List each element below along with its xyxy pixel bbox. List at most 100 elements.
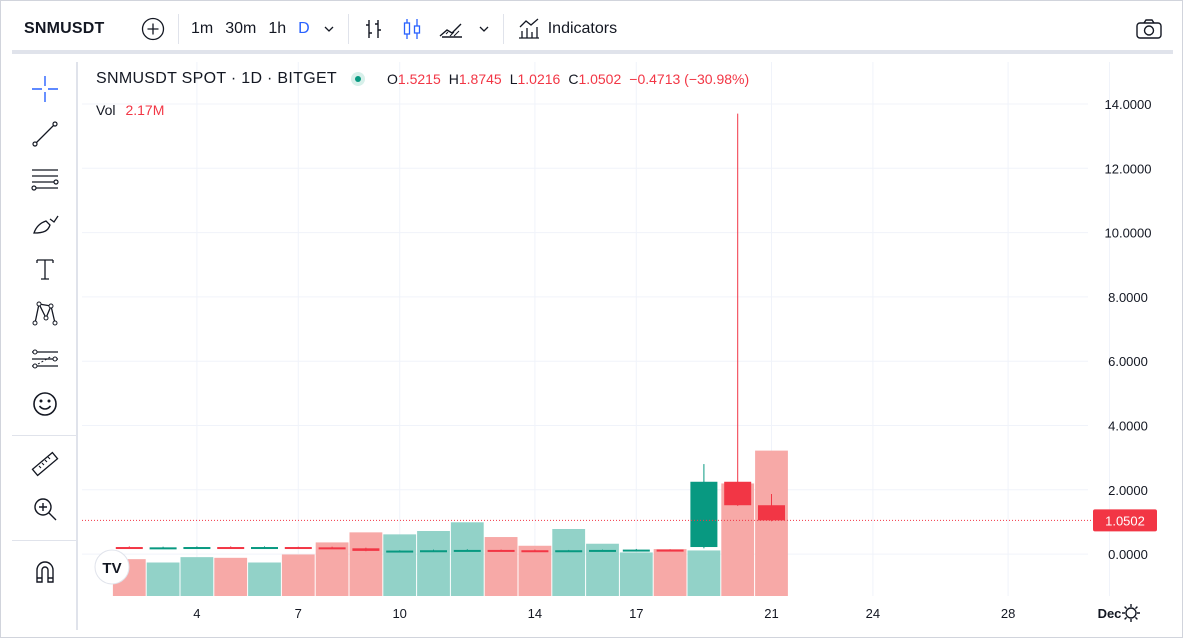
volume-bar	[383, 534, 417, 596]
y-tick-label: 2.0000	[1108, 483, 1148, 498]
emoji-tool[interactable]	[28, 387, 62, 421]
candle-body	[487, 549, 515, 552]
candle-body	[589, 549, 616, 552]
ohlc-values: O1.5215 H1.8745 L1.0216 C1.0502 −0.4713 …	[387, 71, 749, 87]
zoom-in-tool[interactable]	[28, 492, 62, 526]
candle-series	[115, 113, 785, 553]
volume-bar	[687, 550, 721, 596]
candle-body	[352, 548, 380, 551]
bars-style-button[interactable]	[355, 13, 393, 45]
chart-legend: SNMUSDT SPOT · 1D · BITGET O1.5215 H1.87…	[96, 70, 749, 88]
volume-bar	[619, 552, 653, 596]
x-tick-label: 17	[629, 606, 643, 621]
chart-type-dropdown-button[interactable]	[471, 13, 497, 45]
y-tick-label: 12.0000	[1105, 161, 1152, 176]
volume-bar	[755, 450, 788, 596]
high-value: 1.8745	[458, 71, 502, 87]
volume-label: Vol	[96, 102, 116, 118]
prediction-icon	[32, 349, 58, 369]
pattern-tool[interactable]	[28, 297, 62, 331]
fib-retracement-icon	[31, 169, 59, 191]
text-tool[interactable]	[28, 252, 62, 286]
x-tick-label: 14	[528, 606, 542, 621]
candle-body	[758, 505, 785, 521]
candles-style-button[interactable]	[393, 13, 431, 45]
fib-tool[interactable]	[28, 162, 62, 196]
volume-bar	[180, 557, 214, 596]
volume-bar	[450, 522, 484, 596]
volume-bar	[146, 562, 180, 596]
volume-bar	[653, 549, 687, 596]
volume-bar	[484, 537, 518, 596]
drawing-toolbar	[12, 62, 78, 630]
screenshot-button[interactable]	[1129, 13, 1169, 45]
toolbar-separator	[178, 14, 179, 44]
market-status-dot[interactable]	[351, 72, 366, 86]
ruler-icon	[31, 451, 59, 477]
tradingview-logo: TV	[94, 549, 130, 585]
x-tick-label: Dec	[1098, 606, 1122, 621]
y-tick-label: 14.0000	[1105, 97, 1152, 112]
magnet-icon	[36, 561, 54, 583]
open-label: O	[387, 71, 398, 87]
toolbar-separator	[502, 14, 504, 44]
last-price-label: 1.0502	[1105, 513, 1145, 528]
x-tick-label: 21	[764, 606, 778, 621]
y-tick-label: 4.0000	[1108, 419, 1148, 434]
y-tick-label: 10.0000	[1105, 226, 1152, 241]
settings-gear-icon	[1122, 604, 1140, 622]
volume-bar	[281, 554, 315, 596]
volume-bar	[315, 542, 349, 596]
bars-icon	[365, 20, 381, 38]
text-icon	[36, 259, 54, 280]
candle-body	[724, 481, 752, 506]
y-tick-label: 0.0000	[1108, 547, 1148, 562]
measure-tool[interactable]	[28, 447, 62, 481]
low-value: 1.0216	[517, 71, 561, 87]
chevron-down-icon	[479, 26, 489, 32]
top-toolbar: SNMUSDT 1m 30m 1h D Indicators	[12, 8, 1173, 54]
y-tick-label: 6.0000	[1108, 354, 1148, 369]
volume-bar	[552, 529, 586, 596]
plus-circle-icon	[141, 17, 165, 41]
symbol-search-button[interactable]: SNMUSDT	[24, 20, 105, 37]
chart-grid	[82, 62, 1110, 596]
pattern-icon	[32, 301, 58, 326]
low-label: L	[509, 71, 518, 87]
crosshair-tool[interactable]	[28, 72, 62, 106]
candle-body	[690, 481, 718, 548]
candle-body	[555, 550, 583, 553]
candle-body	[284, 547, 312, 550]
x-tick-label: 24	[866, 606, 880, 621]
interval-1h[interactable]: 1h	[268, 20, 287, 37]
interval-d[interactable]: D	[298, 20, 310, 37]
last-price-tag: 1.0502	[1093, 509, 1157, 532]
compare-add-button[interactable]	[134, 13, 172, 45]
legend-title: SNMUSDT SPOT · 1D · BITGET	[96, 70, 338, 87]
indicators-label: Indicators	[547, 20, 618, 37]
volume-bar	[586, 543, 619, 596]
change-value: −0.4713 (−30.98%)	[629, 71, 750, 87]
interval-dropdown-button[interactable]	[316, 13, 342, 45]
chevron-down-icon	[324, 26, 334, 32]
brush-tool[interactable]	[28, 207, 62, 241]
magnet-tool[interactable]	[28, 554, 62, 588]
indicators-button[interactable]: Indicators	[510, 13, 623, 45]
candle-body	[217, 547, 245, 550]
zoom-in-icon	[34, 498, 57, 521]
forecast-tool[interactable]	[28, 342, 62, 376]
price-axis: 14.0000 12.0000 10.0000 8.0000 6.0000 4.0000 2…	[1105, 97, 1152, 562]
candle-body	[115, 547, 143, 550]
interval-1m[interactable]: 1m	[191, 20, 214, 37]
candle-body	[420, 550, 447, 553]
interval-30m[interactable]: 30m	[225, 20, 257, 37]
candles-icon	[403, 19, 420, 39]
area-style-button[interactable]	[431, 13, 471, 45]
candle-body	[183, 547, 211, 550]
candle-body	[251, 547, 278, 550]
candle-body	[149, 547, 177, 550]
toolbar-divider	[12, 435, 76, 436]
trend-line-tool[interactable]	[28, 117, 62, 151]
close-label: C	[568, 71, 579, 87]
